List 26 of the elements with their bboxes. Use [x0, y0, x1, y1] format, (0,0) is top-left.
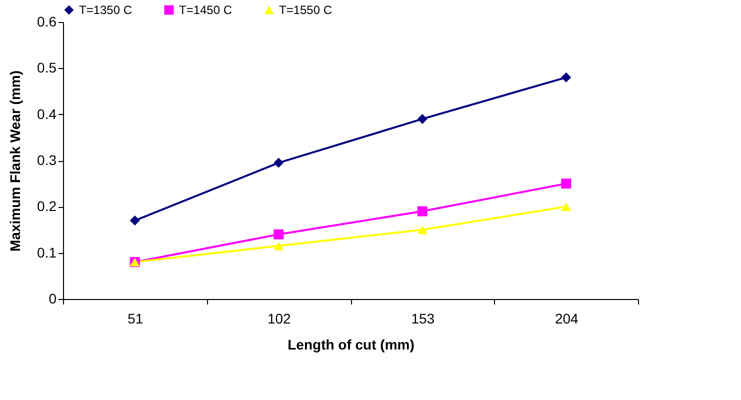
y-tick-label: 0.3 — [37, 152, 57, 168]
x-tick-label: 51 — [128, 310, 144, 326]
y-tick-label: 0.4 — [37, 106, 57, 122]
point — [417, 225, 428, 234]
point — [274, 158, 284, 168]
y-tick-label: 0.6 — [37, 14, 57, 30]
point — [417, 114, 428, 124]
point — [561, 178, 572, 189]
y-axis-title: Maximum Flank Wear (mm) — [7, 70, 24, 252]
point — [274, 229, 284, 240]
point — [274, 242, 284, 250]
y-tick-label: 0.2 — [37, 198, 57, 214]
point — [561, 202, 572, 211]
x-tick-label: 153 — [411, 310, 435, 326]
point — [417, 206, 428, 216]
x-axis-title: Length of cut (mm) — [288, 336, 414, 352]
y-tick-label: 0 — [48, 290, 57, 306]
x-tick-label: 204 — [554, 310, 579, 326]
point — [561, 72, 572, 82]
legend-label: T=1550 C — [279, 3, 332, 17]
point — [130, 216, 140, 226]
y-tick-label: 0.1 — [37, 244, 57, 260]
x-tick-label: 102 — [267, 310, 292, 326]
y-tick-label: 0.5 — [37, 60, 57, 76]
legend-label: T=1350 C — [79, 3, 132, 17]
legend-label: T=1450 C — [179, 3, 232, 17]
